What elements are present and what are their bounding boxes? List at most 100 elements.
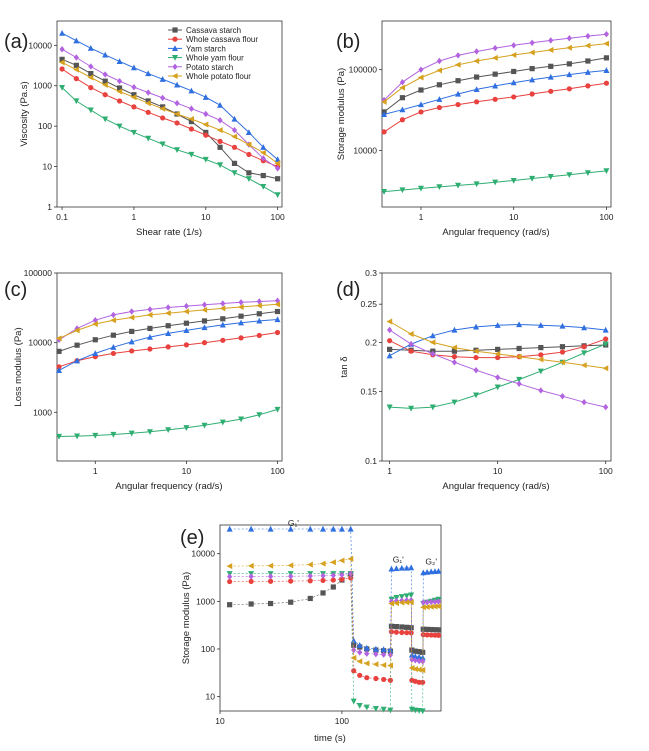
data-point <box>203 129 209 136</box>
data-point <box>274 192 281 199</box>
data-point <box>131 84 137 91</box>
data-point <box>372 661 379 668</box>
data-point <box>559 359 566 366</box>
panel-d-series <box>386 318 609 412</box>
data-point <box>364 675 370 681</box>
data-point <box>219 305 226 312</box>
data-point <box>160 104 166 110</box>
data-point <box>363 704 370 711</box>
data-point <box>92 337 98 343</box>
data-point <box>408 405 415 412</box>
data-point <box>87 74 94 81</box>
data-point <box>267 573 274 580</box>
series-line-potato-starch <box>61 48 278 169</box>
data-point <box>256 332 262 339</box>
data-point <box>585 83 591 89</box>
data-point <box>393 597 400 605</box>
data-point <box>584 42 591 49</box>
panel-e-ytick-label: 10 <box>206 692 216 702</box>
data-point <box>129 328 135 335</box>
data-point <box>408 592 415 599</box>
data-point <box>529 76 536 83</box>
data-point <box>603 403 609 411</box>
panel-b-ticks: 1 10 100 10000 100000 <box>349 65 614 222</box>
legend-marker <box>172 36 178 42</box>
data-point <box>238 319 245 326</box>
data-point <box>159 76 166 82</box>
data-point <box>220 316 226 322</box>
data-point <box>516 376 523 383</box>
data-point <box>403 593 410 600</box>
data-point <box>226 563 233 570</box>
data-point <box>307 578 313 584</box>
data-point <box>202 156 209 163</box>
series-whole-potato-flour <box>226 555 442 674</box>
data-point <box>245 176 252 182</box>
data-point <box>330 559 336 566</box>
data-point <box>529 66 535 72</box>
data-point <box>380 646 387 653</box>
data-point <box>145 89 151 96</box>
data-point <box>227 602 233 608</box>
data-point <box>581 344 587 350</box>
data-point <box>275 176 281 182</box>
data-point <box>581 350 588 357</box>
data-point <box>380 98 387 105</box>
data-point <box>451 326 458 333</box>
panel-a-ytick-label: 1000 <box>33 81 52 91</box>
data-point <box>160 94 166 102</box>
data-point <box>510 177 517 184</box>
data-point <box>59 46 65 53</box>
data-point <box>399 84 406 91</box>
data-point <box>101 81 108 88</box>
data-point <box>55 335 62 342</box>
data-point <box>436 104 442 111</box>
data-point <box>602 341 609 348</box>
data-point <box>419 708 426 715</box>
data-point <box>351 668 357 674</box>
data-point <box>287 562 294 569</box>
data-point <box>432 627 438 633</box>
panel-e-ytick-label: 100 <box>201 644 215 654</box>
data-point <box>274 156 281 163</box>
data-point <box>494 350 501 357</box>
data-point <box>102 51 109 58</box>
data-point <box>110 344 117 350</box>
data-point <box>260 183 267 190</box>
data-point <box>274 301 281 308</box>
panel-c-xtick-label: 10 <box>182 466 192 476</box>
data-point <box>537 356 544 363</box>
series-whole-potato-flour <box>380 40 610 105</box>
data-point <box>238 335 244 341</box>
data-point <box>247 562 254 569</box>
data-point <box>145 100 151 107</box>
data-point <box>511 94 517 100</box>
data-point <box>451 359 458 366</box>
data-point <box>110 311 116 319</box>
data-point <box>356 658 363 665</box>
data-point <box>110 431 117 438</box>
data-point <box>92 321 98 328</box>
legend-label: Cassava starch <box>186 26 241 35</box>
series-line-whole-potato-flour <box>61 61 278 164</box>
data-point <box>74 433 81 440</box>
data-point <box>147 325 153 332</box>
data-point <box>219 321 226 328</box>
data-point <box>256 412 263 419</box>
data-point <box>429 332 436 339</box>
data-point <box>454 61 461 68</box>
data-point <box>246 170 252 176</box>
panel-e-time-sweep: (e) 10 100 10 100 1000 10000 G₁' G₁' G₂' time (… <box>180 518 442 744</box>
data-point <box>330 525 337 532</box>
data-point <box>566 86 572 92</box>
data-point <box>307 572 313 580</box>
panel-e-ylabel: Storage modulus (Pa) <box>181 572 192 664</box>
data-point <box>92 432 99 439</box>
data-point <box>380 662 387 669</box>
data-point <box>398 594 405 600</box>
data-point <box>165 427 172 434</box>
panel-c-xlabel: Angular frequency (rad/s) <box>115 481 222 492</box>
panel-c-ytick-label: 100000 <box>24 268 53 278</box>
data-point <box>174 100 180 107</box>
